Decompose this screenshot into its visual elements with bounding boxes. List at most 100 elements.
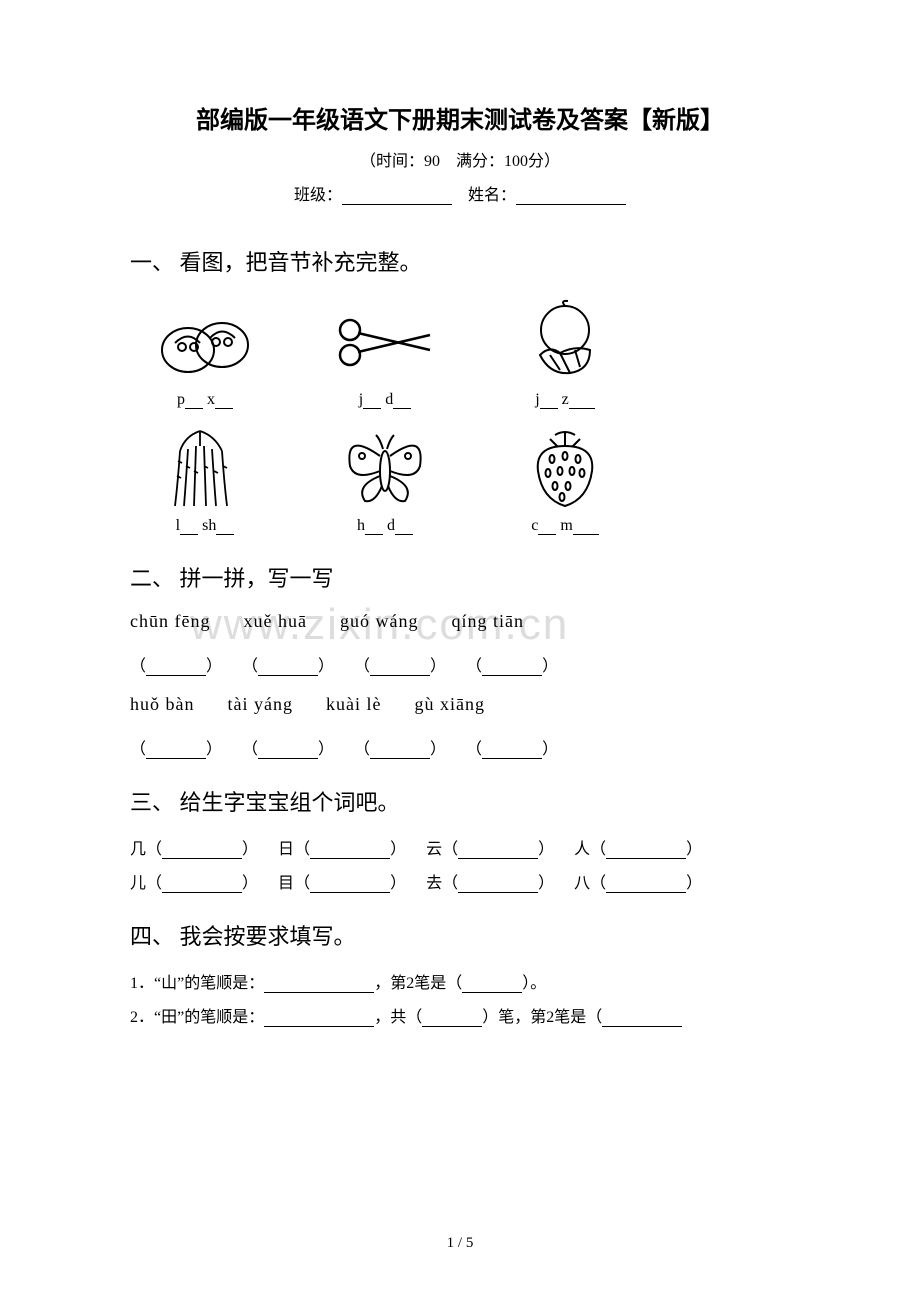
pinyin-blank	[573, 521, 599, 535]
pinyin-blank	[569, 395, 595, 409]
pinyin-word: qíng tiān	[451, 611, 524, 631]
q-num: 1．	[130, 975, 154, 992]
word-blank	[606, 845, 686, 859]
char: 云	[426, 841, 442, 858]
image-cell: p x	[150, 295, 260, 409]
orange-icon	[510, 295, 620, 385]
q-text: “山”的笔顺是：	[154, 975, 264, 992]
pinyin-blank	[216, 521, 234, 535]
class-blank	[342, 189, 452, 205]
pinyin-label: j z	[535, 391, 595, 409]
pinyin-row-2: huǒ bàn tài yáng kuài lè gù xiāng	[130, 694, 790, 715]
shoes-icon	[150, 295, 260, 385]
pinyin-blank	[395, 521, 413, 535]
pinyin-blank	[363, 395, 381, 409]
image-cell: j z	[510, 295, 620, 409]
char: 日	[278, 841, 294, 858]
q-text: “田”的笔顺是：	[154, 1009, 264, 1026]
doc-title: 部编版一年级语文下册期末测试卷及答案【新版】	[130, 100, 790, 135]
char: 目	[278, 875, 294, 892]
char: 八	[574, 875, 590, 892]
pinyin-row-1: chūn fēng xuě huā guó wáng qíng tiān	[130, 611, 790, 632]
pinyin-blank	[393, 395, 411, 409]
q-num: 2．	[130, 1009, 154, 1026]
pinyin-label: c m	[531, 517, 599, 535]
q-text: ，第2笔是（	[374, 975, 462, 992]
willow-icon	[150, 421, 260, 511]
section1-image-row-2: l sh h d c m	[150, 421, 790, 535]
pinyin-word: xuě huā	[243, 611, 306, 631]
answer-blank	[258, 662, 318, 676]
answer-blank	[482, 745, 542, 759]
section1-heading: 一、 看图，把音节补充完整。	[130, 245, 790, 277]
image-cell: c m	[510, 421, 620, 535]
answer-blank	[482, 662, 542, 676]
pinyin-char: d	[387, 517, 395, 534]
doc-subtitle: （时间：90 满分：100分）	[130, 147, 790, 171]
pinyin-word: gù xiāng	[414, 694, 485, 714]
pinyin-char: d	[385, 391, 393, 408]
pinyin-word: guó wáng	[340, 611, 419, 631]
answer-row-2: （） （） （） （）	[130, 735, 790, 759]
pinyin-char: h	[357, 517, 365, 534]
pinyin-char: c	[531, 517, 538, 534]
butterfly-icon	[330, 421, 440, 511]
word-blank	[162, 879, 242, 893]
pinyin-blank	[180, 521, 198, 535]
word-blank	[310, 845, 390, 859]
section4-heading: 四、 我会按要求填写。	[130, 919, 790, 951]
pinyin-char: p	[177, 391, 185, 408]
section3-row-2: 儿（） 目（） 去（） 八（）	[130, 869, 790, 893]
pinyin-char: x	[207, 391, 215, 408]
pinyin-blank	[185, 395, 203, 409]
section1-image-row-1: p x j d j z	[150, 295, 790, 409]
pinyin-word: tài yáng	[228, 694, 293, 714]
pinyin-label: l sh	[176, 517, 235, 535]
word-blank	[310, 879, 390, 893]
stroke-blank	[264, 979, 374, 993]
image-cell: l sh	[150, 421, 260, 535]
stroke-blank	[602, 1013, 682, 1027]
pinyin-label: j d	[359, 391, 411, 409]
pinyin-label: h d	[357, 517, 413, 535]
word-blank	[458, 879, 538, 893]
pinyin-char: z	[562, 391, 569, 408]
char: 人	[574, 841, 590, 858]
word-blank	[162, 845, 242, 859]
image-cell: j d	[330, 295, 440, 409]
pinyin-label: p x	[177, 391, 233, 409]
strawberry-icon	[510, 421, 620, 511]
pinyin-word: chūn fēng	[130, 611, 210, 631]
answer-blank	[146, 662, 206, 676]
section4-q2: 2．“田”的笔顺是： ，共（ ）笔，第2笔是（	[130, 1003, 790, 1027]
pinyin-blank	[540, 395, 558, 409]
pinyin-char: m	[560, 517, 572, 534]
char: 儿	[130, 875, 146, 892]
page-footer: 1 / 5	[0, 1235, 920, 1252]
answer-row-1: （） （） （） （）	[130, 652, 790, 676]
name-label: 姓名：	[468, 187, 516, 204]
pinyin-blank	[215, 395, 233, 409]
q-text: ）笔，第2笔是（	[482, 1009, 602, 1026]
section3-row-1: 几（） 日（） 云（） 人（）	[130, 835, 790, 859]
pinyin-word: huǒ bàn	[130, 694, 195, 714]
answer-blank	[370, 662, 430, 676]
q-text: ，共（	[374, 1009, 422, 1026]
answer-blank	[258, 745, 318, 759]
word-blank	[606, 879, 686, 893]
class-label: 班级：	[294, 187, 342, 204]
pinyin-blank	[365, 521, 383, 535]
char: 去	[426, 875, 442, 892]
char: 几	[130, 841, 146, 858]
stroke-blank	[422, 1013, 482, 1027]
stroke-blank	[264, 1013, 374, 1027]
q-text: ）。	[522, 975, 546, 992]
image-cell: h d	[330, 421, 440, 535]
pinyin-char: sh	[202, 517, 216, 534]
stroke-blank	[462, 979, 522, 993]
word-blank	[458, 845, 538, 859]
section3-heading: 三、 给生字宝宝组个词吧。	[130, 785, 790, 817]
section2-heading: 二、 拼一拼，写一写	[130, 561, 790, 593]
name-blank	[516, 189, 626, 205]
answer-blank	[370, 745, 430, 759]
